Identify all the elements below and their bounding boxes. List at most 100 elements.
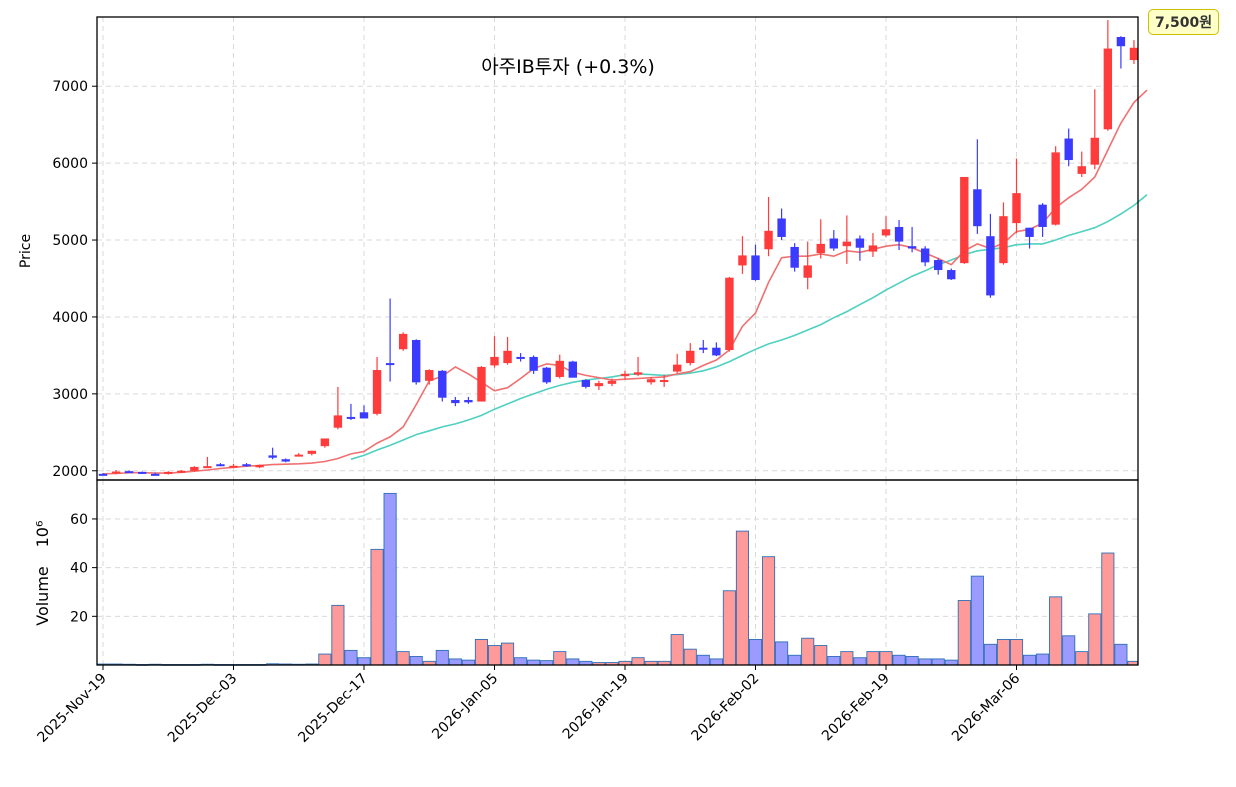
candle-body [359,412,369,419]
candle [242,463,251,467]
volume-bar [553,651,567,666]
candle [346,403,356,421]
candle [151,472,160,476]
candle-body [790,246,799,268]
volume-plot-frame [96,479,1139,666]
volume-bar [540,660,554,666]
candle [947,268,956,281]
volume-bar [370,548,384,666]
volume-bar [514,657,528,666]
volume-bar [396,651,410,666]
candle [620,370,630,380]
candle-body [816,243,825,254]
volume-bar [1062,635,1076,666]
price-tick-label: 5000 [52,233,88,249]
candle-body [190,466,199,471]
candle-body [633,372,643,375]
candle [320,438,330,448]
candle-body [803,265,812,278]
ma20-line [350,194,1148,460]
date-x-ticks: 2025-Nov-19 2025-Dec-03 2025-Dec-17 2026-Ja… [35,665,1023,746]
candle [633,356,643,377]
candle-body [699,347,708,350]
candle-body [594,383,604,387]
candle [1077,151,1086,177]
volume-bar [331,604,345,666]
candle [829,230,838,251]
candle [372,356,382,416]
candle [98,473,108,476]
volume-bar [879,651,893,666]
volume-bar [931,658,945,666]
date-tick-label: 2025-Dec-17 [295,671,370,746]
volume-bar [788,654,802,666]
candle [307,450,316,456]
candle [673,353,682,374]
volume-bar [1088,613,1102,666]
volume-bar [944,659,958,666]
candle-body [894,226,904,242]
candle-body [986,236,995,296]
candle [124,470,134,474]
candle [255,464,264,469]
price-tick-label: 7000 [52,79,88,95]
candle-body [568,361,577,378]
price-tick-label: 3000 [52,387,88,403]
candle-body [255,465,264,468]
candle-body [725,277,734,351]
volume-bar [670,634,684,666]
candle-body [203,466,212,469]
price-grid [97,17,1138,480]
candle-body [1090,137,1099,165]
candle [725,276,734,352]
volume-bar [631,657,645,666]
candlestick-series [98,20,1138,476]
candle-body [320,438,330,447]
volume-tick-label: 40 [70,561,88,577]
candle-body [516,356,525,359]
volume-bar [892,654,906,666]
candle [137,471,147,474]
candle-body [712,347,721,356]
price-y-ticks: 2000 3000 4000 5000 6000 7000 [52,79,97,480]
volume-bar [762,556,776,666]
candle-body [868,245,878,252]
volume-bar [566,658,580,666]
candle [516,353,525,362]
candle-body [372,370,382,414]
candle-body [1064,138,1073,161]
candle [529,355,538,374]
volume-bar [448,658,462,666]
volume-bar [722,590,736,666]
candle [333,386,343,430]
volume-bar [1101,552,1115,666]
candle [842,215,852,264]
candle-body [281,459,290,462]
volume-tick-label: 60 [70,512,88,528]
candle [973,139,982,234]
candle-body [907,246,917,249]
candle [451,396,460,407]
candle [764,196,773,257]
volume-bar [1036,653,1050,666]
candle [1038,203,1047,237]
volume-bar [435,649,449,666]
candle [934,258,943,275]
date-tick-label: 2025-Dec-03 [165,671,240,746]
candle [359,405,369,419]
current-price-badge: 7,500원 [1148,9,1220,35]
candle-body [960,176,969,264]
candle [894,220,904,251]
candle [229,463,238,468]
candle-body [764,230,773,250]
date-tick-label: 2026-Feb-19 [819,671,893,745]
candle [868,233,878,257]
candle-body [686,350,695,364]
candle [790,243,799,272]
volume-axis-unit: 10⁶ [33,521,52,548]
candle [646,376,656,385]
volume-bar [1075,651,1089,666]
volume-bar [1049,596,1063,666]
candle-body [881,229,891,236]
